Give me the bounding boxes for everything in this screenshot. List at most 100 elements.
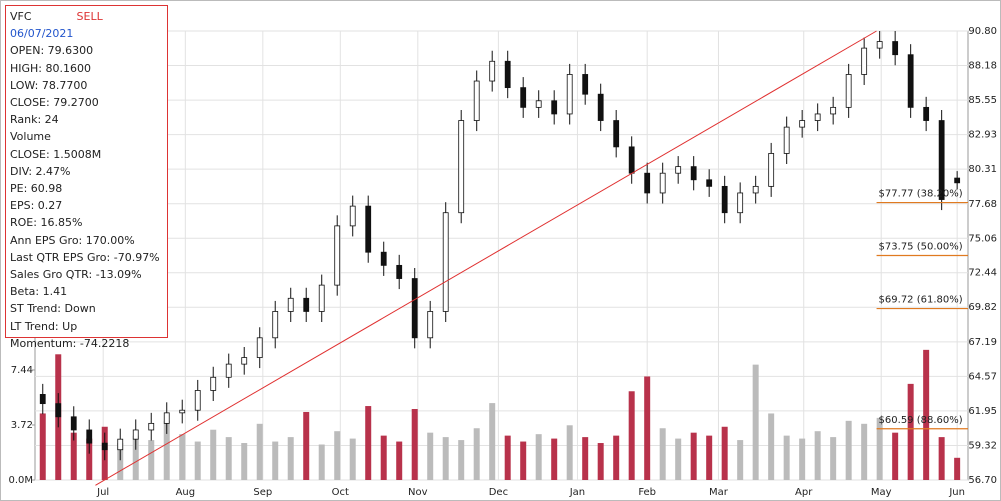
candle-body <box>845 74 852 108</box>
fib-label: $77.77 (38.20%) <box>879 189 963 200</box>
x-tick-label: Apr <box>795 487 813 498</box>
ticker: VFC <box>10 10 32 23</box>
candle-body <box>690 166 697 181</box>
volume-bar <box>861 423 868 480</box>
candle-body <box>163 412 170 424</box>
candle-body <box>349 205 356 227</box>
info-line: LT Trend: Up <box>10 319 78 333</box>
candle-body <box>706 179 713 187</box>
candle-body <box>783 126 790 154</box>
volume-bar <box>70 432 77 480</box>
volume-bar <box>365 406 372 480</box>
candle-body <box>427 311 434 339</box>
info-line: CLOSE: 1.5008M <box>10 147 102 161</box>
fib-label: $73.75 (50.00%) <box>879 242 963 253</box>
candle-body <box>535 100 542 108</box>
info-line: Rank: 24 <box>10 113 59 127</box>
volume-bar <box>520 441 527 480</box>
volume-bar <box>923 349 930 480</box>
volume-bar <box>303 411 310 480</box>
volume-bar <box>132 435 139 480</box>
candle-body <box>954 177 961 184</box>
volume-bar <box>396 441 403 480</box>
volume-bar <box>830 437 837 480</box>
candle-body <box>148 422 155 431</box>
volume-bar <box>721 426 728 480</box>
volume-bar <box>954 457 961 480</box>
candle-body <box>489 60 496 82</box>
info-line: OPEN: 79.6300 <box>10 44 94 58</box>
volume-bar <box>380 435 387 480</box>
x-tick-label: Dec <box>489 487 508 498</box>
volume-bar <box>690 432 697 480</box>
candle-body <box>442 212 449 312</box>
volume-bar <box>613 435 620 480</box>
v-tick-label: 0.0M <box>8 475 33 486</box>
volume-bar <box>411 409 418 480</box>
x-tick-label: Jan <box>569 487 585 498</box>
candle-body <box>101 442 108 451</box>
volume-bar <box>225 437 232 480</box>
info-panel: VFC SELL 06/07/2021 OPEN: 79.6300 HIGH: 80… <box>5 5 168 350</box>
volume-bar <box>272 441 279 480</box>
volume-bar <box>892 432 899 480</box>
volume-bar <box>504 435 511 480</box>
volume-bar <box>86 438 93 480</box>
info-line: LOW: 78.7700 <box>10 78 88 92</box>
v-tick-label: 7.44 <box>11 365 33 376</box>
volume-bar <box>597 443 604 480</box>
y-tick-label: 90.80 <box>968 26 997 37</box>
y-tick-label: 77.68 <box>968 199 997 210</box>
candle-body <box>675 166 682 174</box>
candle-body <box>303 297 310 312</box>
candle-body <box>644 172 651 194</box>
y-tick-label: 88.18 <box>968 60 997 71</box>
y-tick-label: 72.44 <box>968 268 997 279</box>
y-tick-label: 75.06 <box>968 233 997 244</box>
candle-body <box>256 337 263 358</box>
candle-body <box>628 146 635 174</box>
info-lines: OPEN: 79.6300 HIGH: 80.1600 LOW: 78.7700 CL… <box>10 42 163 352</box>
volume-bar <box>287 437 294 480</box>
candle-body <box>39 394 46 405</box>
volume-bar <box>458 440 465 480</box>
info-line: EPS: 0.27 <box>10 199 63 213</box>
date: 06/07/2021 <box>10 27 74 41</box>
volume-bar <box>241 443 248 480</box>
candle-body <box>830 106 837 115</box>
info-line: Beta: 1.41 <box>10 285 68 299</box>
volume-bar <box>179 434 186 480</box>
candle-body <box>613 120 620 148</box>
candle-body <box>582 74 589 95</box>
candle-body <box>551 100 558 115</box>
candle-body <box>117 438 124 451</box>
v-tick-label: 3.72 <box>11 420 33 431</box>
x-tick-label: Mar <box>709 487 729 498</box>
candle-body <box>876 41 883 49</box>
info-line: PE: 60.98 <box>10 182 63 196</box>
volume-bar <box>876 417 883 480</box>
volume-bar <box>814 431 821 480</box>
y-tick-label: 85.55 <box>968 95 997 106</box>
candle-body <box>86 429 93 444</box>
y-tick-label: 61.95 <box>968 406 997 417</box>
plot-area <box>34 30 969 481</box>
candle-body <box>380 251 387 266</box>
candle-body <box>520 87 527 108</box>
volume-bar <box>194 441 201 480</box>
volume-bar <box>117 443 124 480</box>
info-line: Ann EPS Gro: 170.00% <box>10 233 135 247</box>
info-line: ST Trend: Down <box>10 302 96 316</box>
volume-bar <box>737 440 744 480</box>
candle-body <box>752 185 759 194</box>
signal: SELL <box>76 10 103 23</box>
info-line: Momentum: -74.2218 <box>10 336 130 350</box>
volume-bar <box>783 435 790 480</box>
y-tick-label: 69.82 <box>968 302 997 313</box>
y-tick-label: 59.32 <box>968 441 997 452</box>
y-tick-label: 80.31 <box>968 164 997 175</box>
info-line: CLOSE: 79.2700 <box>10 96 99 110</box>
fib-label: $60.59 (88.60%) <box>879 415 963 426</box>
volume-bar <box>644 376 651 480</box>
